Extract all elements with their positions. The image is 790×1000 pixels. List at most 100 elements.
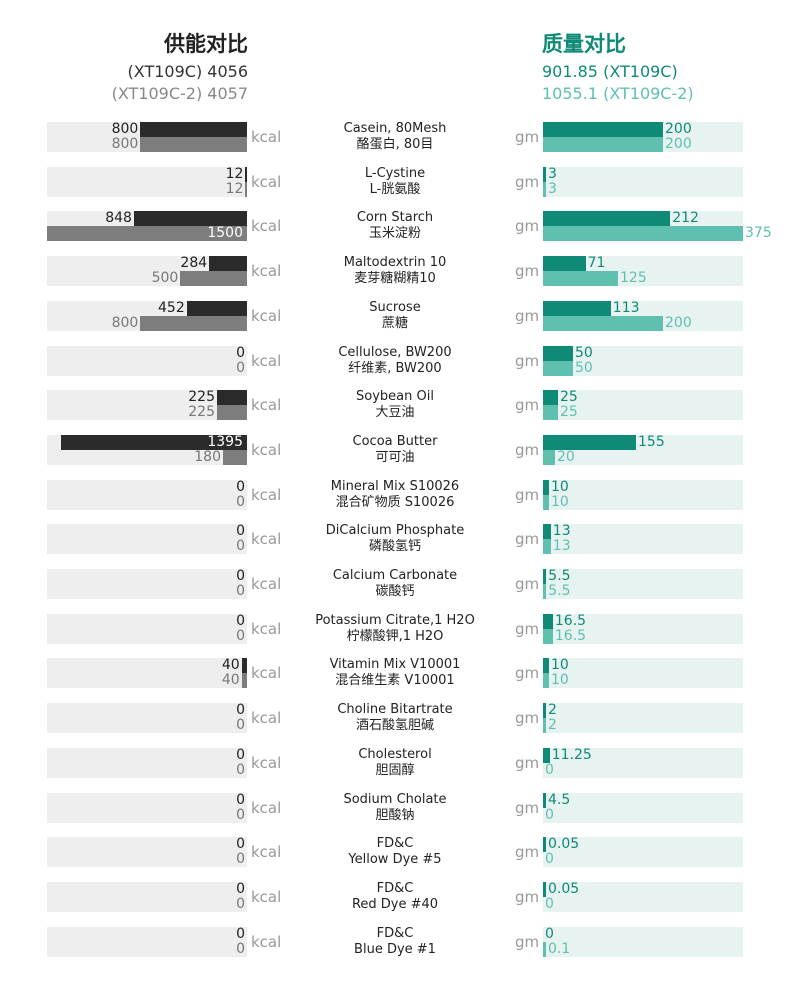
mass-track — [543, 524, 743, 555]
ingredient-name-cn: L-胱氨酸 — [369, 181, 421, 197]
energy-label-xt109c-2: 800 — [111, 314, 139, 331]
mass-bar-xt109c-2 — [543, 315, 663, 331]
energy-unit: kcal — [251, 351, 282, 370]
energy-bar-xt109c — [245, 166, 247, 182]
mass-bar-xt109c-2 — [543, 360, 573, 376]
energy-unit: kcal — [251, 798, 282, 817]
mass-bar-xt109c — [543, 747, 550, 763]
energy-label-xt109c: 0 — [236, 523, 245, 540]
mass-unit: gm — [515, 172, 540, 191]
mass-label-xt109c-2: 0 — [545, 806, 554, 823]
mass-total-xt109c-2: 1055.1 (XT109C-2) — [542, 84, 694, 103]
mass-bar-xt109c-2 — [543, 584, 547, 599]
mass-label-xt109c-2: 50 — [575, 359, 593, 376]
ingredient-name-en: Sucrose — [369, 299, 421, 315]
mass-unit: gm — [515, 798, 540, 817]
energy-unit: kcal — [251, 709, 282, 728]
mass-track — [543, 345, 743, 376]
mass-track — [543, 569, 743, 599]
energy-track — [47, 166, 247, 197]
mass-unit: gm — [515, 306, 540, 325]
ingredient-row: 0 0 kcal Choline Bitartrate 酒石酸氢胆碱 gm 2 2 — [0, 702, 790, 734]
energy-total-xt109c: (XT109C) 4056 — [127, 62, 248, 81]
energy-label-xt109c-2: 500 — [151, 270, 179, 287]
ingredient-name-en: Maltodextrin 10 — [343, 255, 447, 271]
mass-label-xt109c: 0.05 — [548, 836, 580, 853]
mass-bar-xt109c-2 — [543, 137, 663, 152]
mass-label-xt109c: 10 — [551, 478, 569, 495]
mass-bar-xt109c-2 — [543, 449, 555, 465]
energy-track — [47, 658, 247, 689]
energy-track — [47, 881, 247, 912]
mass-unit: gm — [515, 887, 540, 906]
mass-unit: gm — [515, 843, 540, 862]
mass-unit: gm — [515, 753, 540, 772]
energy-label-xt109c-2: 0 — [236, 493, 245, 510]
mass-bar-xt109c — [543, 390, 558, 406]
energy-total-xt109c-2: (XT109C-2) 4057 — [111, 84, 248, 103]
energy-label-xt109c: 0 — [236, 568, 245, 584]
mass-bar-xt109c — [543, 166, 546, 182]
ingredient-name-en: Vitamin Mix V10001 — [329, 657, 461, 673]
mass-unit: gm — [515, 530, 540, 549]
energy-bar-xt109c-2 — [47, 226, 247, 242]
energy-bar-xt109c-2 — [245, 181, 247, 197]
energy-label-xt109c-2: 0 — [236, 806, 245, 823]
energy-track — [47, 390, 247, 421]
mass-label-xt109c: 11.25 — [551, 746, 592, 763]
mass-bar-xt109c — [543, 837, 546, 853]
energy-label-xt109c-2: 0 — [236, 359, 245, 376]
ingredient-name-cn: 混合矿物质 S10026 — [335, 494, 455, 510]
ingredient-name: L-Cystine L-胱氨酸 — [290, 166, 500, 198]
mass-label-xt109c-2: 13 — [552, 538, 571, 555]
ingredient-row: 225 225 kcal Soybean Oil 大豆油 gm 25 25 — [0, 389, 790, 421]
ingredient-name: Potassium Citrate,1 H2O 柠檬酸钾,1 H2O — [290, 613, 500, 645]
energy-label-xt109c-2: 1500 — [207, 225, 243, 242]
energy-label-xt109c-2: 40 — [221, 672, 240, 689]
energy-label-xt109c: 0 — [236, 746, 245, 763]
ingredient-name-en: Soybean Oil — [356, 389, 434, 405]
energy-label-xt109c-2: 0 — [236, 851, 245, 868]
ingredient-name-cn: 纤维素, BW200 — [348, 360, 442, 376]
ingredient-name-en: FD&C — [376, 925, 414, 941]
mass-bar-xt109c-2 — [543, 181, 546, 197]
mass-label-xt109c: 113 — [612, 299, 640, 316]
mass-bar-xt109c-2 — [543, 718, 546, 734]
mass-bar-xt109c — [543, 524, 551, 540]
mass-unit: gm — [515, 709, 540, 728]
ingredient-name: DiCalcium Phosphate 磷酸氢钙 — [290, 523, 500, 555]
ingredient-row: 0 0 kcal FD&C Red Dye #40 gm 0.05 0 — [0, 881, 790, 913]
ingredient-name-en: Calcium Carbonate — [332, 568, 458, 583]
mass-label-xt109c-2: 10 — [551, 672, 569, 689]
energy-label-xt109c: 225 — [188, 389, 215, 406]
mass-label-xt109c: 3 — [548, 165, 557, 182]
ingredient-name-cn: Yellow Dye #5 — [348, 852, 442, 868]
ingredient-name-cn: Red Dye #40 — [351, 896, 439, 912]
mass-label-xt109c-2: 0 — [545, 895, 554, 912]
mass-bar-xt109c — [543, 211, 671, 227]
mass-label-xt109c: 25 — [560, 389, 578, 406]
ingredient-name-cn: 玉米淀粉 — [368, 226, 421, 242]
energy-unit: kcal — [251, 530, 282, 549]
mass-track — [543, 479, 743, 510]
mass-bar-xt109c — [543, 703, 546, 719]
mass-bar-xt109c — [543, 345, 573, 361]
mass-label-xt109c: 200 — [665, 121, 692, 137]
ingredient-name-cn: 胆酸钠 — [375, 807, 415, 823]
mass-track — [543, 390, 743, 421]
energy-label-xt109c: 40 — [221, 657, 240, 674]
mass-track — [543, 658, 743, 689]
energy-bar-xt109c-2 — [223, 449, 247, 465]
mass-track — [543, 881, 743, 912]
ingredient-row: 284 500 kcal Maltodextrin 10 麦芽糖糊精10 gm 71 125 — [0, 255, 790, 287]
mass-bar-xt109c — [543, 479, 549, 495]
energy-label-xt109c-2: 0 — [236, 761, 245, 778]
energy-bar-xt109c-2 — [140, 137, 247, 152]
mass-label-xt109c-2: 375 — [745, 225, 772, 242]
mass-track — [543, 792, 743, 823]
mass-unit: gm — [515, 485, 540, 504]
energy-label-xt109c-2: 0 — [236, 717, 245, 734]
mass-track — [543, 837, 743, 868]
mass-label-xt109c-2: 16.5 — [554, 627, 587, 644]
mass-label-xt109c: 5.5 — [548, 568, 571, 584]
